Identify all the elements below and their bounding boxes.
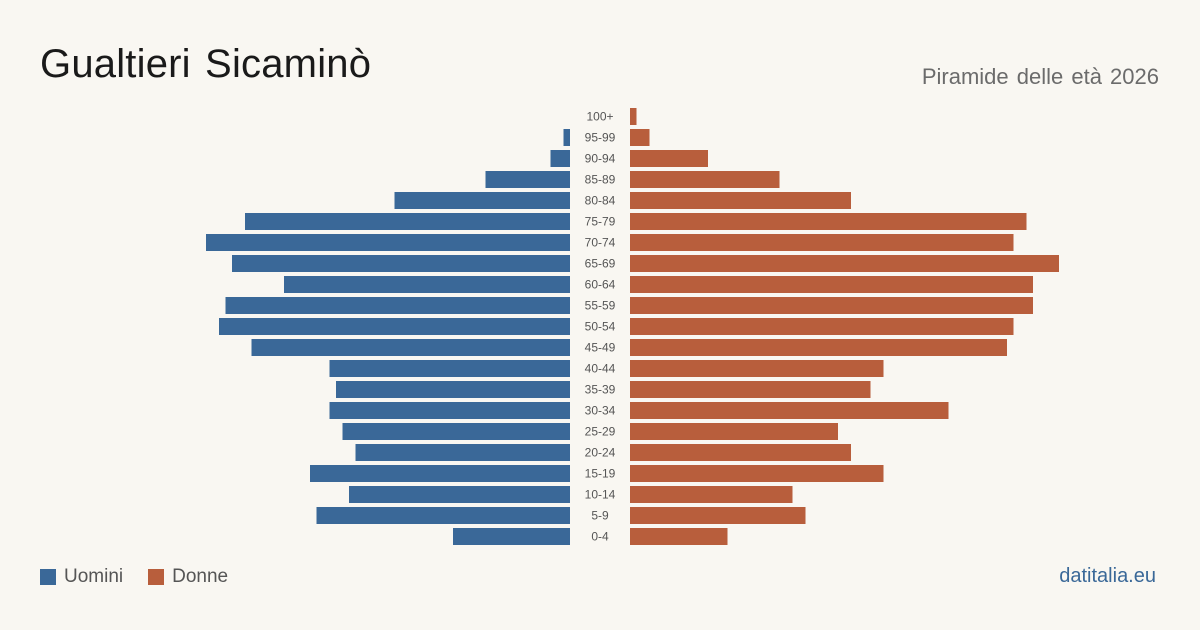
bar-men-35-39 (336, 381, 570, 398)
bar-men-75-79 (245, 213, 570, 230)
legend-swatch-women (148, 569, 165, 585)
age-label-70-74: 70-74 (585, 236, 616, 250)
age-label-85-89: 85-89 (585, 173, 616, 187)
bar-men-45-49 (251, 339, 570, 356)
legend: Uomini Donne (40, 566, 253, 588)
bar-men-65-69 (232, 255, 570, 272)
age-label-95-99: 95-99 (585, 131, 616, 145)
bar-women-10-14 (630, 486, 793, 503)
age-label-35-39: 35-39 (585, 383, 616, 397)
bar-men-5-9 (316, 507, 570, 524)
bar-women-100plus (630, 108, 637, 125)
bar-men-55-59 (225, 297, 570, 314)
bar-men-50-54 (219, 318, 570, 335)
page-title: Gualtieri Sicaminò (40, 42, 372, 86)
age-label-60-64: 60-64 (585, 278, 616, 292)
age-label-65-69: 65-69 (585, 257, 616, 271)
bar-women-25-29 (630, 423, 838, 440)
age-label-55-59: 55-59 (585, 299, 616, 313)
bar-women-60-64 (630, 276, 1033, 293)
legend-label-women: Donne (172, 566, 229, 587)
bar-men-40-44 (329, 360, 570, 377)
age-label-45-49: 45-49 (585, 341, 616, 355)
bar-women-90-94 (630, 150, 708, 167)
bar-men-15-19 (310, 465, 570, 482)
bar-women-40-44 (630, 360, 884, 377)
age-label-100plus: 100+ (586, 110, 613, 124)
source-link[interactable]: datitalia.eu (1059, 565, 1156, 587)
legend-label-men: Uomini (64, 566, 124, 587)
bar-men-25-29 (342, 423, 570, 440)
bar-men-60-64 (284, 276, 570, 293)
bar-men-0-4 (453, 528, 570, 545)
age-label-75-79: 75-79 (585, 215, 616, 229)
bar-women-20-24 (630, 444, 851, 461)
bar-women-15-19 (630, 465, 884, 482)
age-label-80-84: 80-84 (585, 194, 616, 208)
legend-swatch-men (40, 569, 56, 585)
bar-women-5-9 (630, 507, 806, 524)
bar-women-30-34 (630, 402, 949, 419)
bar-women-35-39 (630, 381, 871, 398)
bar-men-85-89 (485, 171, 570, 188)
bar-women-70-74 (630, 234, 1014, 251)
bar-men-20-24 (355, 444, 570, 461)
bar-men-80-84 (394, 192, 570, 209)
age-label-50-54: 50-54 (585, 320, 616, 334)
bar-women-65-69 (630, 255, 1059, 272)
bar-women-50-54 (630, 318, 1014, 335)
age-label-5-9: 5-9 (591, 509, 609, 523)
age-label-25-29: 25-29 (585, 425, 616, 439)
age-label-20-24: 20-24 (585, 446, 616, 460)
bar-women-80-84 (630, 192, 851, 209)
bar-women-0-4 (630, 528, 728, 545)
bar-men-90-94 (550, 150, 570, 167)
age-label-40-44: 40-44 (585, 362, 616, 376)
bar-men-30-34 (329, 402, 570, 419)
age-label-10-14: 10-14 (585, 488, 616, 502)
bar-women-85-89 (630, 171, 780, 188)
bar-men-95-99 (563, 129, 570, 146)
age-label-0-4: 0-4 (591, 530, 609, 544)
bar-men-10-14 (349, 486, 570, 503)
chart-subtitle: Piramide delle età 2026 (921, 64, 1159, 89)
age-label-15-19: 15-19 (585, 467, 616, 481)
bar-women-95-99 (630, 129, 650, 146)
bar-women-45-49 (630, 339, 1007, 356)
bar-women-75-79 (630, 213, 1027, 230)
legend-item-women: Donne (148, 566, 228, 588)
legend-item-men: Uomini (40, 566, 123, 588)
bar-women-55-59 (630, 297, 1033, 314)
age-label-30-34: 30-34 (585, 404, 616, 418)
bar-men-70-74 (206, 234, 570, 251)
age-label-90-94: 90-94 (585, 152, 616, 166)
